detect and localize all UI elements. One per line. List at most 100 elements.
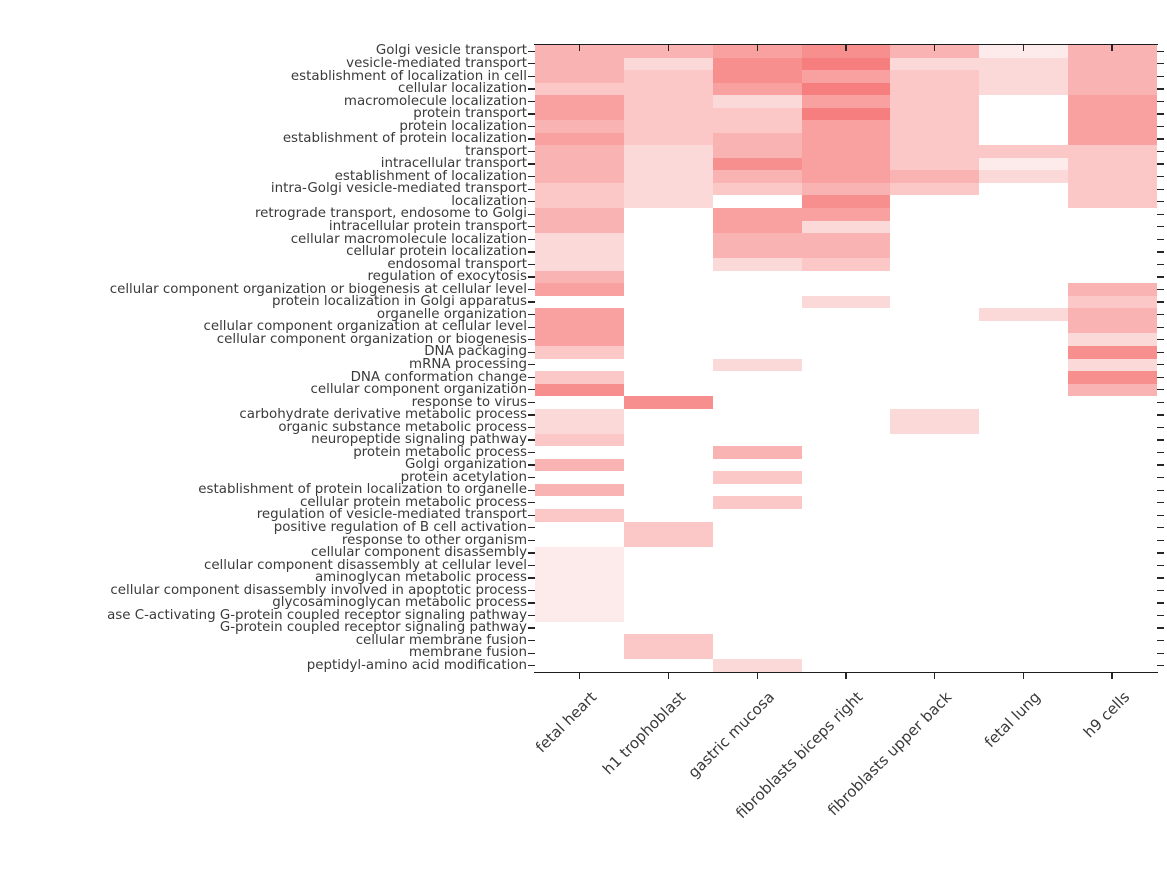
y-tick-mark-right <box>1156 176 1165 178</box>
heatmap-cell <box>979 596 1069 610</box>
heatmap-cell <box>712 408 802 422</box>
heatmap-cell <box>890 383 980 397</box>
y-tick-mark-left <box>527 339 536 341</box>
heatmap-cell <box>1067 132 1157 146</box>
heatmap-cell <box>712 521 802 535</box>
heatmap-cell <box>979 320 1069 334</box>
heatmap-cell <box>801 433 891 447</box>
heatmap-cell <box>712 107 802 121</box>
heatmap-cell <box>535 421 625 435</box>
y-tick-mark-right <box>1156 75 1165 77</box>
heatmap-cell <box>1067 295 1157 309</box>
y-tick-mark-right <box>1156 326 1165 328</box>
heatmap-cell <box>890 258 980 272</box>
heatmap-cell <box>979 446 1069 460</box>
heatmap-cell <box>624 421 714 435</box>
heatmap-cell <box>624 471 714 485</box>
heatmap-cell <box>890 446 980 460</box>
heatmap-cell <box>801 546 891 560</box>
x-tick-mark-top <box>667 45 670 52</box>
heatmap-cell <box>535 95 625 109</box>
x-tick-mark-bottom <box>1022 672 1025 679</box>
heatmap-cell <box>801 458 891 472</box>
heatmap-cell <box>1067 534 1157 547</box>
heatmap-cell <box>979 546 1069 560</box>
y-tick-label: mRNA processing <box>409 356 527 372</box>
y-tick-mark-left <box>527 288 536 291</box>
heatmap-cell <box>801 408 891 422</box>
y-tick-label: glycosaminoglycan metabolic process <box>272 595 527 611</box>
heatmap-cell <box>712 609 802 623</box>
y-tick-mark-left <box>527 414 536 416</box>
y-tick-label: intra-Golgi vesicle-mediated transport <box>270 181 527 197</box>
heatmap-cell <box>979 534 1069 547</box>
y-tick-mark-left <box>527 489 536 491</box>
heatmap-cell <box>712 584 802 598</box>
y-tick-label: aminoglycan metabolic process <box>314 570 527 586</box>
heatmap-cell <box>535 120 625 134</box>
heatmap-cell <box>535 283 625 297</box>
heatmap-cell <box>890 345 980 359</box>
heatmap-cell <box>535 584 625 598</box>
heatmap-cell <box>712 508 802 522</box>
heatmap-cell <box>1067 609 1157 623</box>
heatmap-cell <box>624 145 714 159</box>
x-tick-label: h9 cells <box>1079 688 1133 742</box>
x-tick-mark-bottom <box>756 672 758 679</box>
y-tick-label: Golgi organization <box>404 457 527 473</box>
heatmap-cell <box>979 95 1069 109</box>
heatmap-cell <box>801 659 891 673</box>
y-tick-mark-right <box>1156 88 1165 90</box>
y-tick-label: neuropeptide signaling pathway <box>311 432 527 448</box>
heatmap-cell <box>712 659 802 673</box>
y-tick-label: transport <box>465 143 527 159</box>
heatmap-cell <box>801 145 891 159</box>
heatmap-cell <box>801 270 891 284</box>
heatmap-cell <box>979 170 1069 184</box>
heatmap-cell <box>1067 320 1157 334</box>
y-tick-label: regulation of vesicle-mediated transport <box>256 507 527 523</box>
heatmap-cell <box>1067 483 1157 497</box>
heatmap-cell <box>979 646 1069 660</box>
heatmap-cell <box>712 157 802 171</box>
heatmap-cell <box>890 295 980 309</box>
y-tick-mark-right <box>1156 577 1165 579</box>
heatmap-cell <box>1067 233 1157 247</box>
y-tick-mark-left <box>527 176 536 178</box>
heatmap-cell <box>1067 283 1157 297</box>
x-tick-mark-top <box>1111 45 1113 52</box>
heatmap-cell <box>890 358 980 372</box>
heatmap-cell <box>1067 458 1157 472</box>
y-tick-mark-left <box>527 564 536 567</box>
heatmap-cell <box>624 320 714 334</box>
heatmap-cell <box>712 182 802 196</box>
heatmap-cell <box>712 534 802 547</box>
heatmap-cell <box>801 258 891 272</box>
y-tick-mark-right <box>1156 527 1165 529</box>
y-tick-mark-right <box>1156 226 1165 228</box>
heatmap-cell <box>890 270 980 284</box>
heatmap-cell <box>801 320 891 334</box>
heatmap-cell <box>979 45 1069 58</box>
heatmap-cell <box>712 458 802 472</box>
x-tick-mark-bottom <box>933 672 936 679</box>
y-tick-mark-right <box>1156 63 1165 65</box>
y-tick-mark-right <box>1156 125 1165 128</box>
y-tick-mark-left <box>527 138 536 140</box>
heatmap-cell <box>801 496 891 510</box>
y-tick-mark-left <box>527 652 536 654</box>
y-tick-label: protein transport <box>413 106 527 122</box>
x-tick-label: fetal heart <box>532 688 601 757</box>
heatmap-cell <box>1067 333 1157 347</box>
y-tick-mark-left <box>527 251 536 253</box>
heatmap-cell <box>624 458 714 472</box>
heatmap-cell <box>535 483 625 497</box>
y-tick-mark-left <box>527 75 536 77</box>
x-tick-mark-top <box>1022 45 1025 52</box>
heatmap-cell <box>535 195 625 209</box>
heatmap-cell <box>712 283 802 297</box>
heatmap-cell <box>979 270 1069 284</box>
y-tick-mark-left <box>527 276 536 278</box>
heatmap-cell <box>801 508 891 522</box>
y-tick-label: establishment of localization in cell <box>290 68 527 84</box>
